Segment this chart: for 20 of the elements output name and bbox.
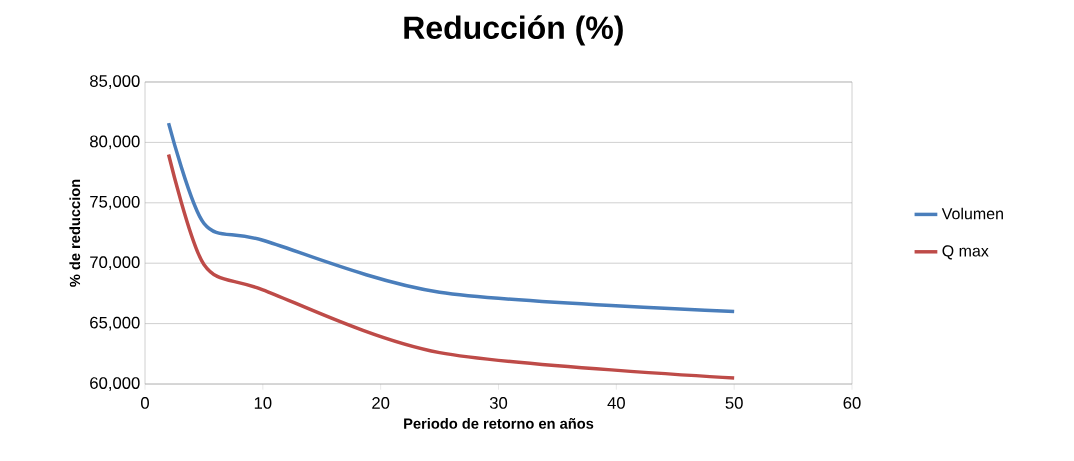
legend-label: Volumen	[941, 207, 1003, 220]
x-tick-label: 0	[141, 397, 149, 409]
x-tick-label: 20	[372, 397, 390, 409]
legend-label: Q max	[942, 245, 989, 260]
y-tick-label: 60,000	[90, 377, 140, 391]
line-series	[166, 152, 736, 380]
x-tick-label: 40	[607, 397, 625, 409]
y-tick-label: 65,000	[90, 316, 140, 331]
x-tick-label: 50	[725, 397, 743, 409]
y-tick-label: 75,000	[90, 195, 140, 210]
y-tick-label: 80,000	[90, 135, 140, 150]
line-series	[166, 121, 736, 314]
x-axis-title: Periodo de retorno en años	[404, 418, 594, 429]
x-tick-label: 10	[254, 397, 272, 409]
y-axis-title: % de reduccion	[69, 179, 81, 287]
x-tick-label: 60	[843, 397, 861, 409]
y-tick-label: 70,000	[90, 256, 140, 271]
y-tick-label: 85,000	[90, 75, 140, 89]
chart-title: Reducción (%)	[404, 15, 623, 46]
x-tick-label: 30	[489, 397, 508, 409]
